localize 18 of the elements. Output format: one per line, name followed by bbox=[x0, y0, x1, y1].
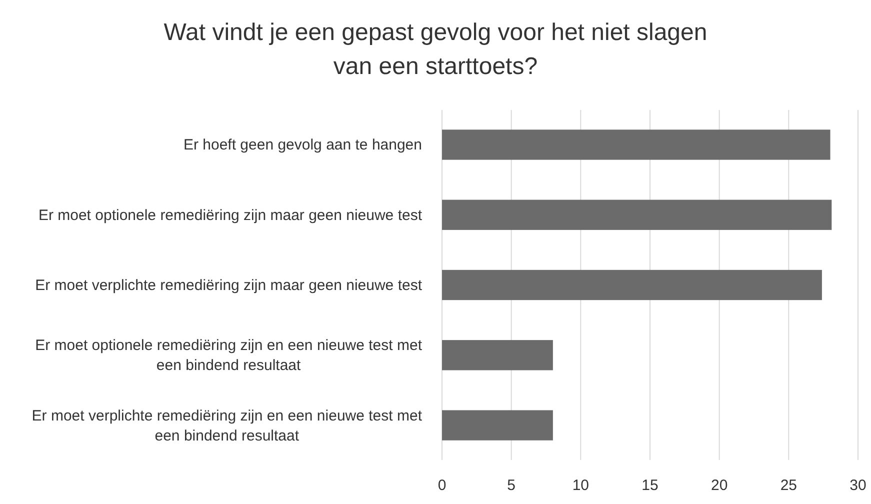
x-tick-label: 5 bbox=[507, 477, 516, 494]
bar bbox=[442, 130, 830, 160]
y-tick-label: Er moet verplichte remediëring zijn maar geen nieuwe test bbox=[35, 277, 423, 294]
y-tick-label: Er hoeft geen gevolg aan te hangen bbox=[183, 136, 422, 154]
x-tick-label: 20 bbox=[710, 477, 728, 494]
bar bbox=[442, 200, 832, 230]
chart-title: Wat vindt je een gepast gevolg voor het niet slagen van een starttoets? bbox=[164, 19, 708, 80]
x-tick-label: 10 bbox=[572, 477, 590, 494]
x-tick-label: 25 bbox=[780, 477, 798, 494]
x-tick-label: 15 bbox=[642, 477, 658, 494]
y-tick-label: Er moet optionele remediëring zijn en een nieuwe test met een bindend resultaat bbox=[35, 337, 423, 374]
bar bbox=[442, 410, 553, 440]
x-tick-label: 30 bbox=[850, 477, 866, 494]
bar bbox=[442, 270, 822, 300]
bar bbox=[442, 340, 553, 370]
x-tick-label: 0 bbox=[438, 477, 446, 494]
y-tick-label: Er moet optionele remediëring zijn maar geen nieuwe test bbox=[38, 206, 423, 224]
y-tick-label: Er moet verplichte remediëring zijn en een nieuwe test met een bindend resultaat bbox=[32, 407, 423, 444]
